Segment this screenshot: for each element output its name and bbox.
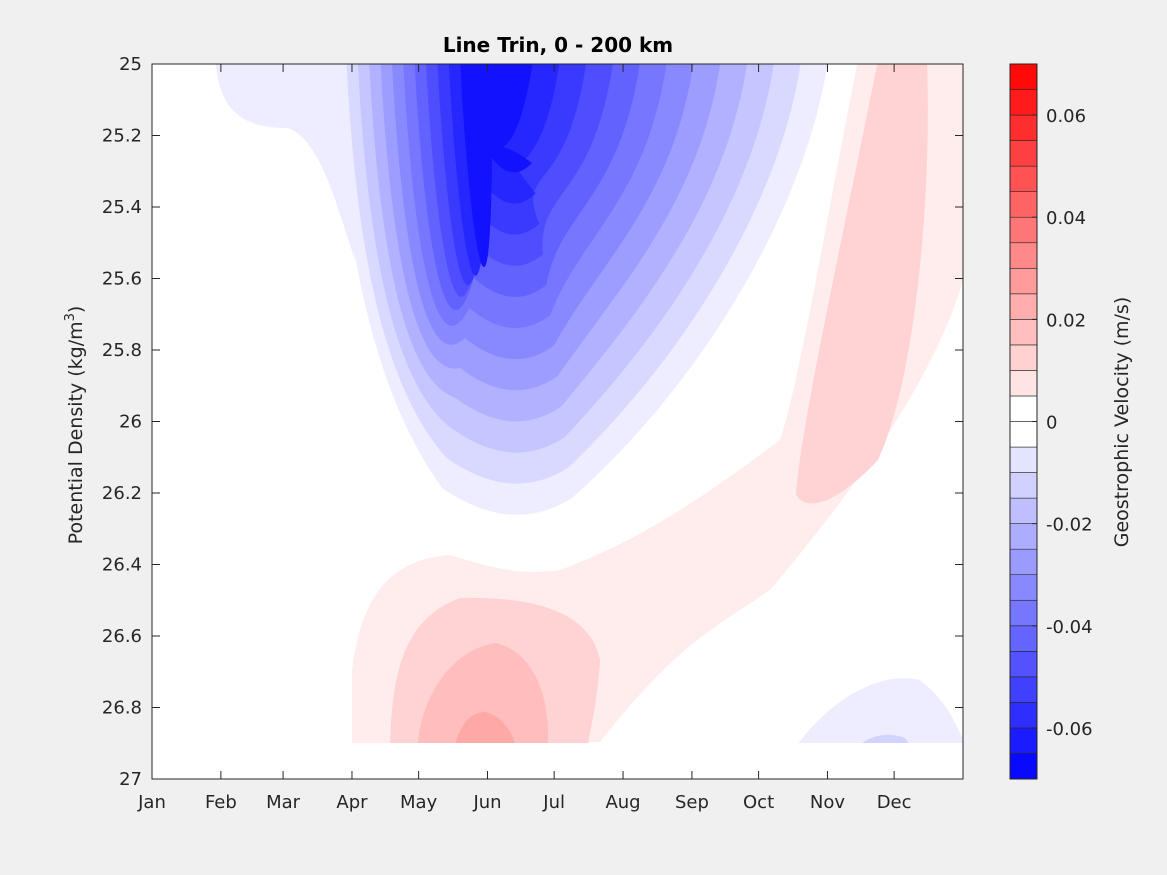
y-tick-label: 26.8 [102,698,142,719]
chart-title: Line Trin, 0 - 200 km [443,33,673,57]
deep-negative-contours [798,678,963,743]
x-tick-label: Jan [137,792,166,813]
colorbar-level [1009,574,1038,601]
x-tick-label: May [400,792,438,813]
colorbar-level [1009,497,1038,524]
colorbar-level [1009,344,1038,371]
colorbar-level [1009,165,1038,192]
negative-contour-band [798,678,963,743]
y-tick-label: 25.4 [102,197,142,218]
y-axis: 25 25.2 25.4 25.6 25.8 26 26.2 26.4 26.6 26.8 27 [102,54,963,790]
colorbar-level [1009,651,1038,678]
y-axis-label-close: ) [65,306,87,313]
colorbar-label: Geostrophic Velocity (m/s) [1111,297,1133,547]
colorbar-level [1009,370,1038,397]
colorbar-level [1009,267,1038,295]
positive-contour-band [418,643,549,743]
x-tick-label: Apr [336,792,368,813]
no-data-strip [152,743,963,779]
y-axis-label-superscript: 3 [63,313,78,321]
colorbar-tick-label: 0.04 [1046,208,1086,229]
colorbar-level [1009,599,1038,627]
colorbar-tick-label: -0.06 [1046,719,1093,740]
positive-velocity-contours [352,64,963,743]
y-tick-label: 25 [119,54,142,75]
colorbar-level [1009,727,1038,754]
x-tick-label: Sep [675,792,709,813]
y-tick-label: 25.2 [102,126,142,147]
x-tick-label: Mar [266,792,301,813]
y-tick-label: 25.6 [102,269,142,290]
contour-field [215,64,963,743]
colorbar-level [1009,140,1038,167]
colorbar-level [1009,676,1038,703]
positive-contour-band [455,712,515,743]
y-tick-label: 26.2 [102,483,142,504]
colorbar-level [1009,114,1038,141]
y-tick-label: 27 [119,769,142,790]
colorbar-tick-label: -0.04 [1046,617,1093,638]
negative-contour-band [862,734,909,743]
colorbar-level [1009,702,1038,729]
colorbar-tick-label: 0.02 [1046,310,1086,331]
colorbar-level [1009,523,1038,550]
x-tick-label: Jul [542,792,565,813]
x-tick-label: Feb [205,792,237,813]
colorbar-level [1009,446,1038,473]
negative-contour-band [215,64,355,260]
x-tick-label: Aug [605,792,640,813]
colorbar-level [1009,548,1038,576]
positive-contour-band [796,64,928,504]
colorbar-level [1009,319,1038,346]
colorbar-level [1009,395,1038,422]
colorbar-level [1009,472,1038,499]
negative-velocity-contours [215,64,828,515]
y-tick-label: 26 [119,412,142,433]
colorbar-level [1009,191,1038,218]
y-tick-label: 26.6 [102,626,142,647]
x-tick-label: Oct [743,792,774,813]
y-tick-label: 26.4 [102,555,142,576]
colorbar-tick-label: 0 [1046,413,1057,434]
y-axis-label-text: Potential Density (kg/m [65,321,87,544]
colorbar-level [1009,89,1038,116]
colorbar-level [1009,242,1038,269]
negative-contour-band [460,64,533,267]
colorbar-tick-label: 0.06 [1046,106,1086,127]
positive-contour-band [352,64,963,743]
x-axis: Jan Feb Mar Apr May Jun Jul Aug Sep Oct Nov Dec [137,64,912,813]
x-tick-label: Nov [810,792,845,813]
x-tick-label: Jun [472,792,501,813]
colorbar-level [1009,421,1038,448]
colorbar-level [1009,216,1038,244]
colorbar-level [1009,625,1038,652]
colorbar-level [1009,293,1038,320]
colorbar: 0.06 0.04 0.02 0 -0.02 -0.04 -0.06 [1009,63,1093,780]
x-tick-label: Dec [877,792,912,813]
y-tick-label: 25.8 [102,340,142,361]
colorbar-level [1009,753,1038,780]
y-axis-label: Potential Density (kg/m3) [63,306,87,545]
colorbar-tick-label: -0.02 [1046,515,1093,536]
colorbar-level [1009,63,1038,90]
